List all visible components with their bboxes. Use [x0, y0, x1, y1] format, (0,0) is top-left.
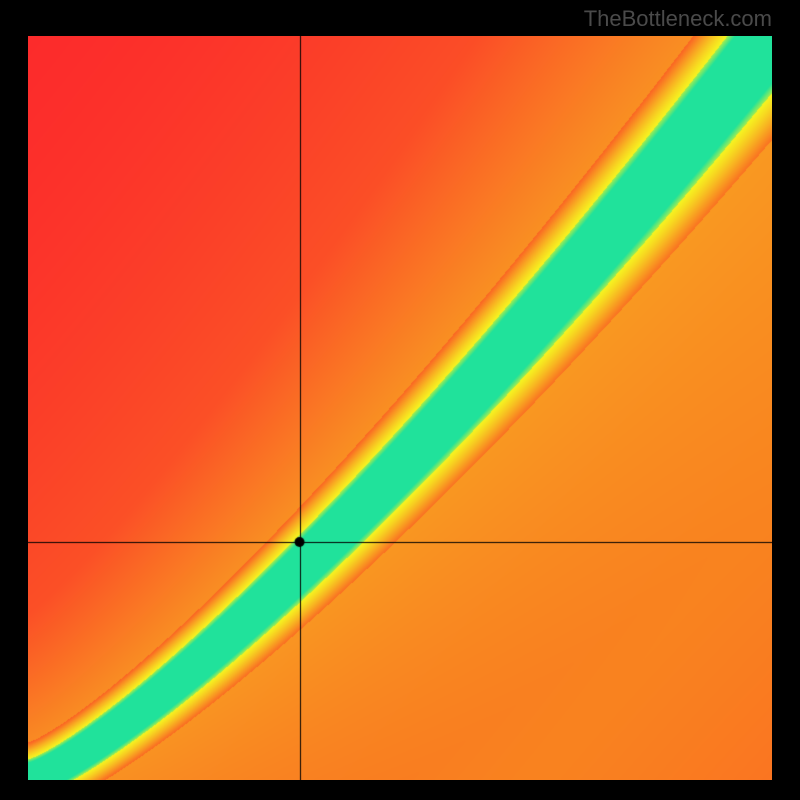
watermark-text: TheBottleneck.com — [584, 6, 772, 32]
chart-container: TheBottleneck.com — [0, 0, 800, 800]
bottleneck-heatmap — [28, 36, 772, 780]
